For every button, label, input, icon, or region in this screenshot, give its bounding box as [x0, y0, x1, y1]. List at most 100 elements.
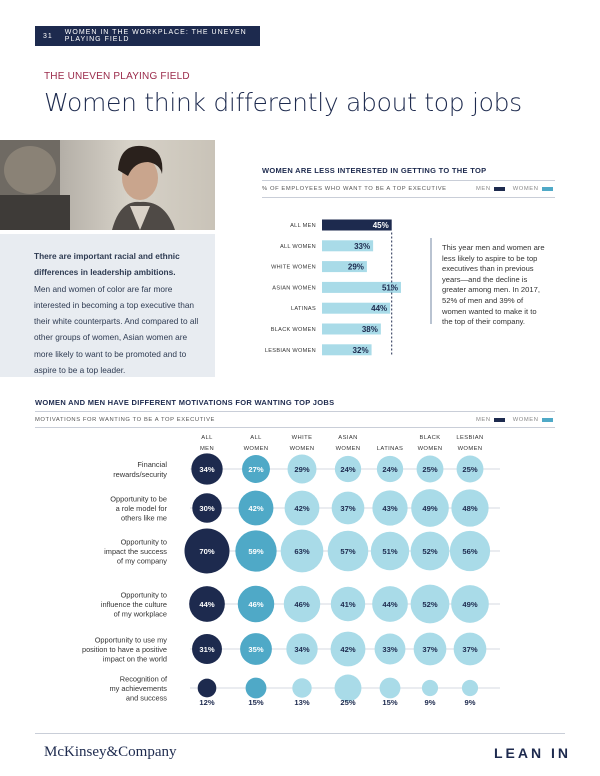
- bubble: [410, 584, 450, 624]
- page-headline: Women think differently about top jobs: [44, 88, 522, 117]
- bubble-value-label: 41%: [340, 600, 355, 609]
- bubble: [372, 490, 408, 526]
- legend-women-swatch: [541, 187, 553, 191]
- bubble-value-label: 34%: [199, 465, 214, 474]
- bubble: [449, 530, 491, 572]
- bar-value-label: 45%: [373, 221, 389, 230]
- bubble-value-label: 25%: [462, 465, 477, 474]
- legend-men-label: MEN: [476, 186, 491, 192]
- bubble: [245, 677, 267, 699]
- bubble: [192, 493, 222, 523]
- bubble-column-header: ALL: [201, 435, 213, 441]
- bubble: [411, 489, 449, 527]
- bar-value-label: 33%: [354, 242, 370, 251]
- bubble-value-label: 42%: [340, 645, 355, 654]
- bubble-row-label: Opportunity to: [121, 537, 167, 546]
- bubble-value-label: 34%: [294, 645, 309, 654]
- bar-value-label: 29%: [348, 263, 364, 272]
- chart1-legend: MEN WOMEN: [476, 186, 561, 192]
- bubble-value-label: 15%: [382, 698, 397, 707]
- bubble-value-label: 57%: [340, 547, 355, 556]
- bubble-column-header: LESBIAN: [456, 435, 483, 441]
- bar-value-label: 44%: [371, 304, 387, 313]
- bubble-value-label: 48%: [462, 504, 477, 513]
- bar-category-label: BLACK WOMEN: [271, 327, 316, 333]
- bar-category-label: LATINAS: [291, 306, 316, 312]
- bar: [322, 344, 372, 356]
- bubble-value-label: 44%: [199, 600, 214, 609]
- chart2-legend: MEN WOMEN: [476, 417, 561, 423]
- bubble-value-label: 31%: [199, 645, 214, 654]
- chart1-sub-rule: [262, 197, 555, 198]
- bubble: [376, 455, 404, 483]
- bubble: [191, 453, 223, 485]
- bubble-value-label: 25%: [422, 465, 437, 474]
- bubble-row-label: and success: [126, 694, 167, 703]
- bubble-value-label: 13%: [294, 698, 309, 707]
- bubble-row-label: of my company: [117, 557, 167, 566]
- bubble: [197, 678, 217, 698]
- bubble-value-label: 27%: [248, 465, 263, 474]
- bubble-value-label: 49%: [422, 504, 437, 513]
- chart1-subtitle: % OF EMPLOYEES WHO WANT TO BE A TOP EXEC…: [262, 186, 447, 192]
- bubble: [330, 586, 366, 622]
- bubble: [283, 585, 321, 623]
- bubble-column-header: ALL: [250, 435, 262, 441]
- bubble-row-label: Opportunity to use my: [95, 635, 168, 644]
- bubble: [334, 674, 362, 702]
- bubble-value-label: 42%: [294, 504, 309, 513]
- bubble: [242, 455, 270, 483]
- bar-value-label: 32%: [353, 346, 369, 355]
- bubble: [240, 633, 272, 665]
- bubble: [379, 677, 401, 699]
- bubble-row-label: position to have a positive: [82, 645, 167, 654]
- bar-category-label: ALL MEN: [290, 223, 316, 229]
- bubble-column-header: MEN: [200, 446, 214, 452]
- chart2-subtitle: MOTIVATIONS FOR WANTING TO BE A TOP EXEC…: [35, 417, 215, 423]
- bubble: [292, 678, 312, 698]
- bubble-column-header: WOMEN: [336, 446, 361, 452]
- chart2-sub-rule: [35, 427, 555, 428]
- bar: [322, 240, 374, 252]
- bar: [322, 281, 401, 293]
- bubble: [453, 632, 487, 666]
- bubble-row-label: impact on the world: [103, 655, 167, 664]
- bubble: [451, 489, 489, 527]
- bubble: [184, 528, 230, 574]
- bubble-row-label: Financial: [137, 460, 167, 469]
- bubble-row-label: impact the success: [104, 547, 167, 556]
- bubble-value-label: 29%: [294, 465, 309, 474]
- bar-category-label: LESBIAN WOMEN: [265, 348, 316, 354]
- bubble-value-label: 51%: [382, 547, 397, 556]
- bubble-row-label: my achievements: [109, 684, 167, 693]
- bubble-row-label: of my workplace: [114, 610, 167, 619]
- bubble: [235, 530, 277, 572]
- bubble: [287, 454, 317, 484]
- bubble-value-label: 42%: [248, 504, 263, 513]
- bubble: [192, 634, 222, 664]
- bubble-value-label: 9%: [465, 698, 476, 707]
- mckinsey-logo: McKinsey&Company: [44, 744, 177, 760]
- bubble-value-label: 46%: [294, 600, 309, 609]
- bubble: [327, 530, 369, 572]
- bubble: [284, 490, 320, 526]
- bubble-value-label: 59%: [248, 547, 263, 556]
- bubble-value-label: 52%: [422, 547, 437, 556]
- bubble-value-label: 37%: [462, 645, 477, 654]
- bubble-value-label: 33%: [382, 645, 397, 654]
- bubble: [461, 679, 479, 697]
- bar: [322, 261, 367, 273]
- bubble: [280, 529, 324, 573]
- photo-woman-in-meeting: [0, 140, 215, 230]
- bar-category-label: ALL WOMEN: [280, 244, 316, 250]
- bubble: [372, 586, 408, 622]
- bubble-column-header: LATINAS: [377, 446, 404, 452]
- bar: [322, 323, 381, 335]
- bubble: [189, 586, 225, 622]
- bar-value-label: 51%: [382, 283, 398, 292]
- bubble-row-label: Opportunity to be: [110, 494, 167, 503]
- bubble-value-label: 35%: [248, 645, 263, 654]
- bubble: [330, 631, 366, 667]
- bubble-column-header: WOMEN: [244, 446, 269, 452]
- bubble-row-label: influence the culture: [101, 600, 167, 609]
